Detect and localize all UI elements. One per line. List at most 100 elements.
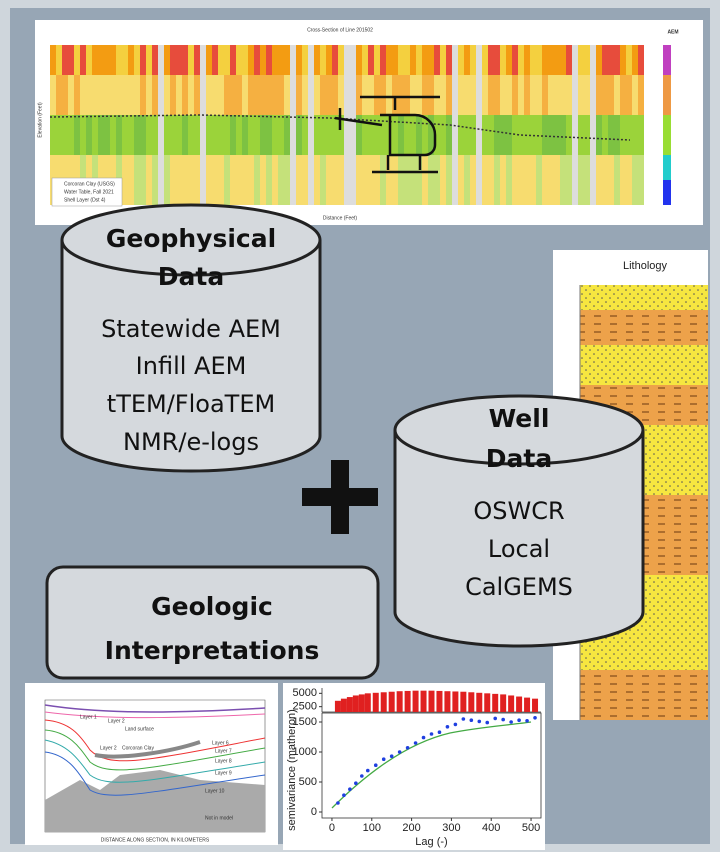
aem-cell <box>410 75 416 115</box>
aem-cell <box>302 75 308 115</box>
aem-columns <box>50 45 644 205</box>
aem-cell <box>254 155 260 205</box>
aem-cell <box>416 75 422 115</box>
count-bar <box>508 695 514 712</box>
aem-cell <box>194 115 200 155</box>
section-label: Layer 8 <box>215 758 232 764</box>
aem-cell <box>278 115 284 155</box>
aem-cell <box>458 45 464 75</box>
legend-entry: Water Table, Fall 2021 <box>64 189 114 195</box>
aem-cell <box>350 45 356 75</box>
x-tick-label: 300 <box>442 822 460 834</box>
count-bar <box>484 693 490 712</box>
aem-cell <box>398 75 404 115</box>
aem-cell <box>608 155 614 205</box>
aem-cell <box>206 75 212 115</box>
aem-cell <box>506 115 512 155</box>
aem-cell <box>86 45 92 75</box>
layer <box>580 670 708 720</box>
aem-cell <box>200 115 206 155</box>
aem-cell <box>410 45 416 75</box>
aem-cell <box>116 75 122 115</box>
aem-cell <box>470 155 476 205</box>
aem-cell <box>278 155 284 205</box>
aem-cell <box>512 75 518 115</box>
aem-cell <box>602 155 608 205</box>
aem-cell <box>440 75 446 115</box>
aem-cell <box>590 75 596 115</box>
aem-cell <box>122 45 128 75</box>
aem-cell <box>188 75 194 115</box>
aem-cell <box>128 45 134 75</box>
count-bar <box>516 697 522 712</box>
aem-cell <box>284 155 290 205</box>
aem-cell <box>50 115 56 155</box>
aem-cell <box>92 115 98 155</box>
count-bar <box>335 701 341 712</box>
layer <box>580 345 708 385</box>
aem-cell <box>134 115 140 155</box>
aem-cell <box>362 75 368 115</box>
count-bar <box>492 694 498 712</box>
point <box>485 721 489 725</box>
aem-cell <box>308 45 314 75</box>
aem-cell <box>110 75 116 115</box>
aem-cell <box>596 75 602 115</box>
aem-cell <box>518 45 524 75</box>
aem-cell <box>446 115 452 155</box>
aem-cell <box>74 45 80 75</box>
aem-cell <box>170 115 176 155</box>
aem-cell <box>134 75 140 115</box>
aem-cell <box>122 155 128 205</box>
section-label: Layer 9 <box>215 770 232 776</box>
aem-cell <box>416 45 422 75</box>
aem-cell <box>560 75 566 115</box>
aem-cell <box>566 45 572 75</box>
aem-cell <box>542 45 548 75</box>
aem-cell <box>128 155 134 205</box>
aem-cell <box>554 155 560 205</box>
aem-cell <box>512 155 518 205</box>
aem-cell <box>164 45 170 75</box>
aem-cell <box>536 45 542 75</box>
aem-cell <box>254 75 260 115</box>
aem-cell <box>566 155 572 205</box>
aem-cell <box>152 115 158 155</box>
aem-cell <box>566 75 572 115</box>
count-bar <box>421 691 427 712</box>
aem-cell <box>86 115 92 155</box>
aem-cell <box>488 45 494 75</box>
aem-cell <box>284 45 290 75</box>
aem-cell <box>176 155 182 205</box>
count-bar <box>359 694 365 712</box>
aem-cell <box>140 155 146 205</box>
count-tick-label: 5000 <box>293 687 317 699</box>
aem-cell <box>170 155 176 205</box>
aem-cell <box>542 155 548 205</box>
aem-cell <box>572 75 578 115</box>
aem-cell <box>596 115 602 155</box>
aem-cell <box>266 155 272 205</box>
aem-cell <box>320 155 326 205</box>
aem-cell <box>314 155 320 205</box>
aem-cell <box>578 155 584 205</box>
aem-cell <box>620 115 626 155</box>
point <box>366 769 370 773</box>
aem-cell <box>464 115 470 155</box>
y-label: semivariance (matheron) <box>286 709 298 831</box>
aem-cell <box>278 45 284 75</box>
aem-cell <box>116 45 122 75</box>
cylinder-title: Data <box>158 262 224 291</box>
aem-cell <box>56 45 62 75</box>
cylinder-title: Data <box>486 444 552 473</box>
aem-cell <box>638 155 644 205</box>
aem-cell <box>272 75 278 115</box>
aem-cell <box>536 75 542 115</box>
aem-cell <box>506 45 512 75</box>
aem-cell <box>404 75 410 115</box>
aem-cell <box>236 45 242 75</box>
aem-cell <box>308 155 314 205</box>
point <box>342 793 346 797</box>
aem-cell <box>98 45 104 75</box>
aem-cell <box>626 45 632 75</box>
